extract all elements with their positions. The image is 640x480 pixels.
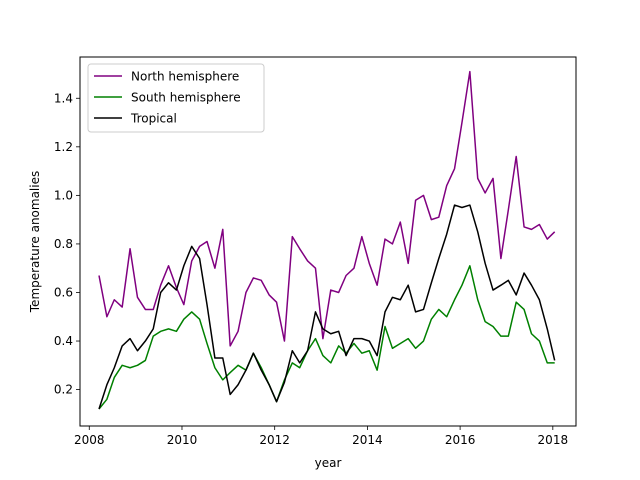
y-axis-label: Temperature anomalies — [28, 171, 42, 313]
y-tick-label: 0.2 — [54, 383, 73, 397]
y-tick-label: 0.6 — [54, 285, 73, 299]
x-axis-label: year — [315, 456, 342, 470]
x-tick-label: 2016 — [445, 433, 476, 447]
y-tick-label: 1.0 — [54, 188, 73, 202]
x-tick-label: 2010 — [167, 433, 198, 447]
x-tick-label: 2018 — [538, 433, 569, 447]
legend-label: Tropical — [130, 112, 177, 126]
series-line-north-hemisphere — [98, 70, 556, 347]
plot-frame — [79, 56, 577, 427]
x-axis: 2008 2010 2012 2014 2016 2018 — [74, 426, 568, 447]
y-axis: 0.2 0.4 0.6 0.8 1.0 1.2 1.4 — [54, 91, 80, 397]
x-tick-label: 2012 — [259, 433, 290, 447]
series-line-tropical — [98, 204, 556, 410]
legend-label: North hemisphere — [131, 70, 239, 84]
legend: North hemisphere South hemisphere Tropical — [87, 63, 265, 133]
x-tick-label: 2008 — [74, 433, 105, 447]
y-tick-label: 0.4 — [54, 334, 73, 348]
y-tick-label: 1.4 — [54, 91, 73, 105]
x-tick-label: 2014 — [352, 433, 383, 447]
y-tick-label: 0.8 — [54, 237, 73, 251]
y-tick-label: 1.2 — [54, 140, 73, 154]
series-line-south-hemisphere — [98, 265, 555, 410]
series-layer — [98, 70, 556, 410]
legend-label: South hemisphere — [131, 91, 241, 105]
legend-box — [87, 63, 265, 133]
